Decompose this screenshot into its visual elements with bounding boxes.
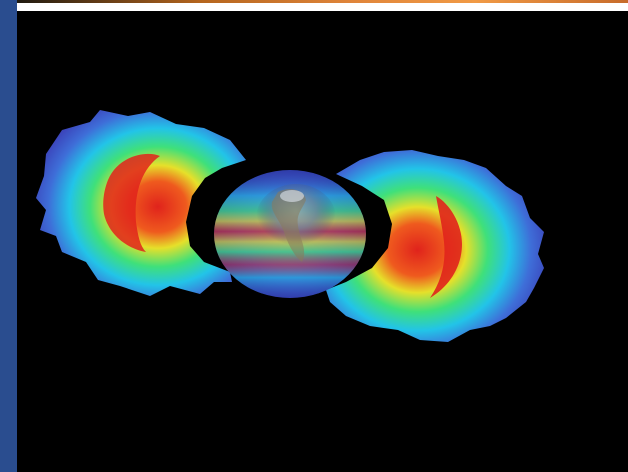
right-radiation-belt [326, 150, 544, 342]
earth-globe [214, 170, 366, 298]
left-radiation-belt [36, 110, 246, 296]
top-white-edge [17, 0, 628, 11]
left-border-strip [0, 0, 17, 472]
top-accent-stripe [17, 0, 628, 3]
